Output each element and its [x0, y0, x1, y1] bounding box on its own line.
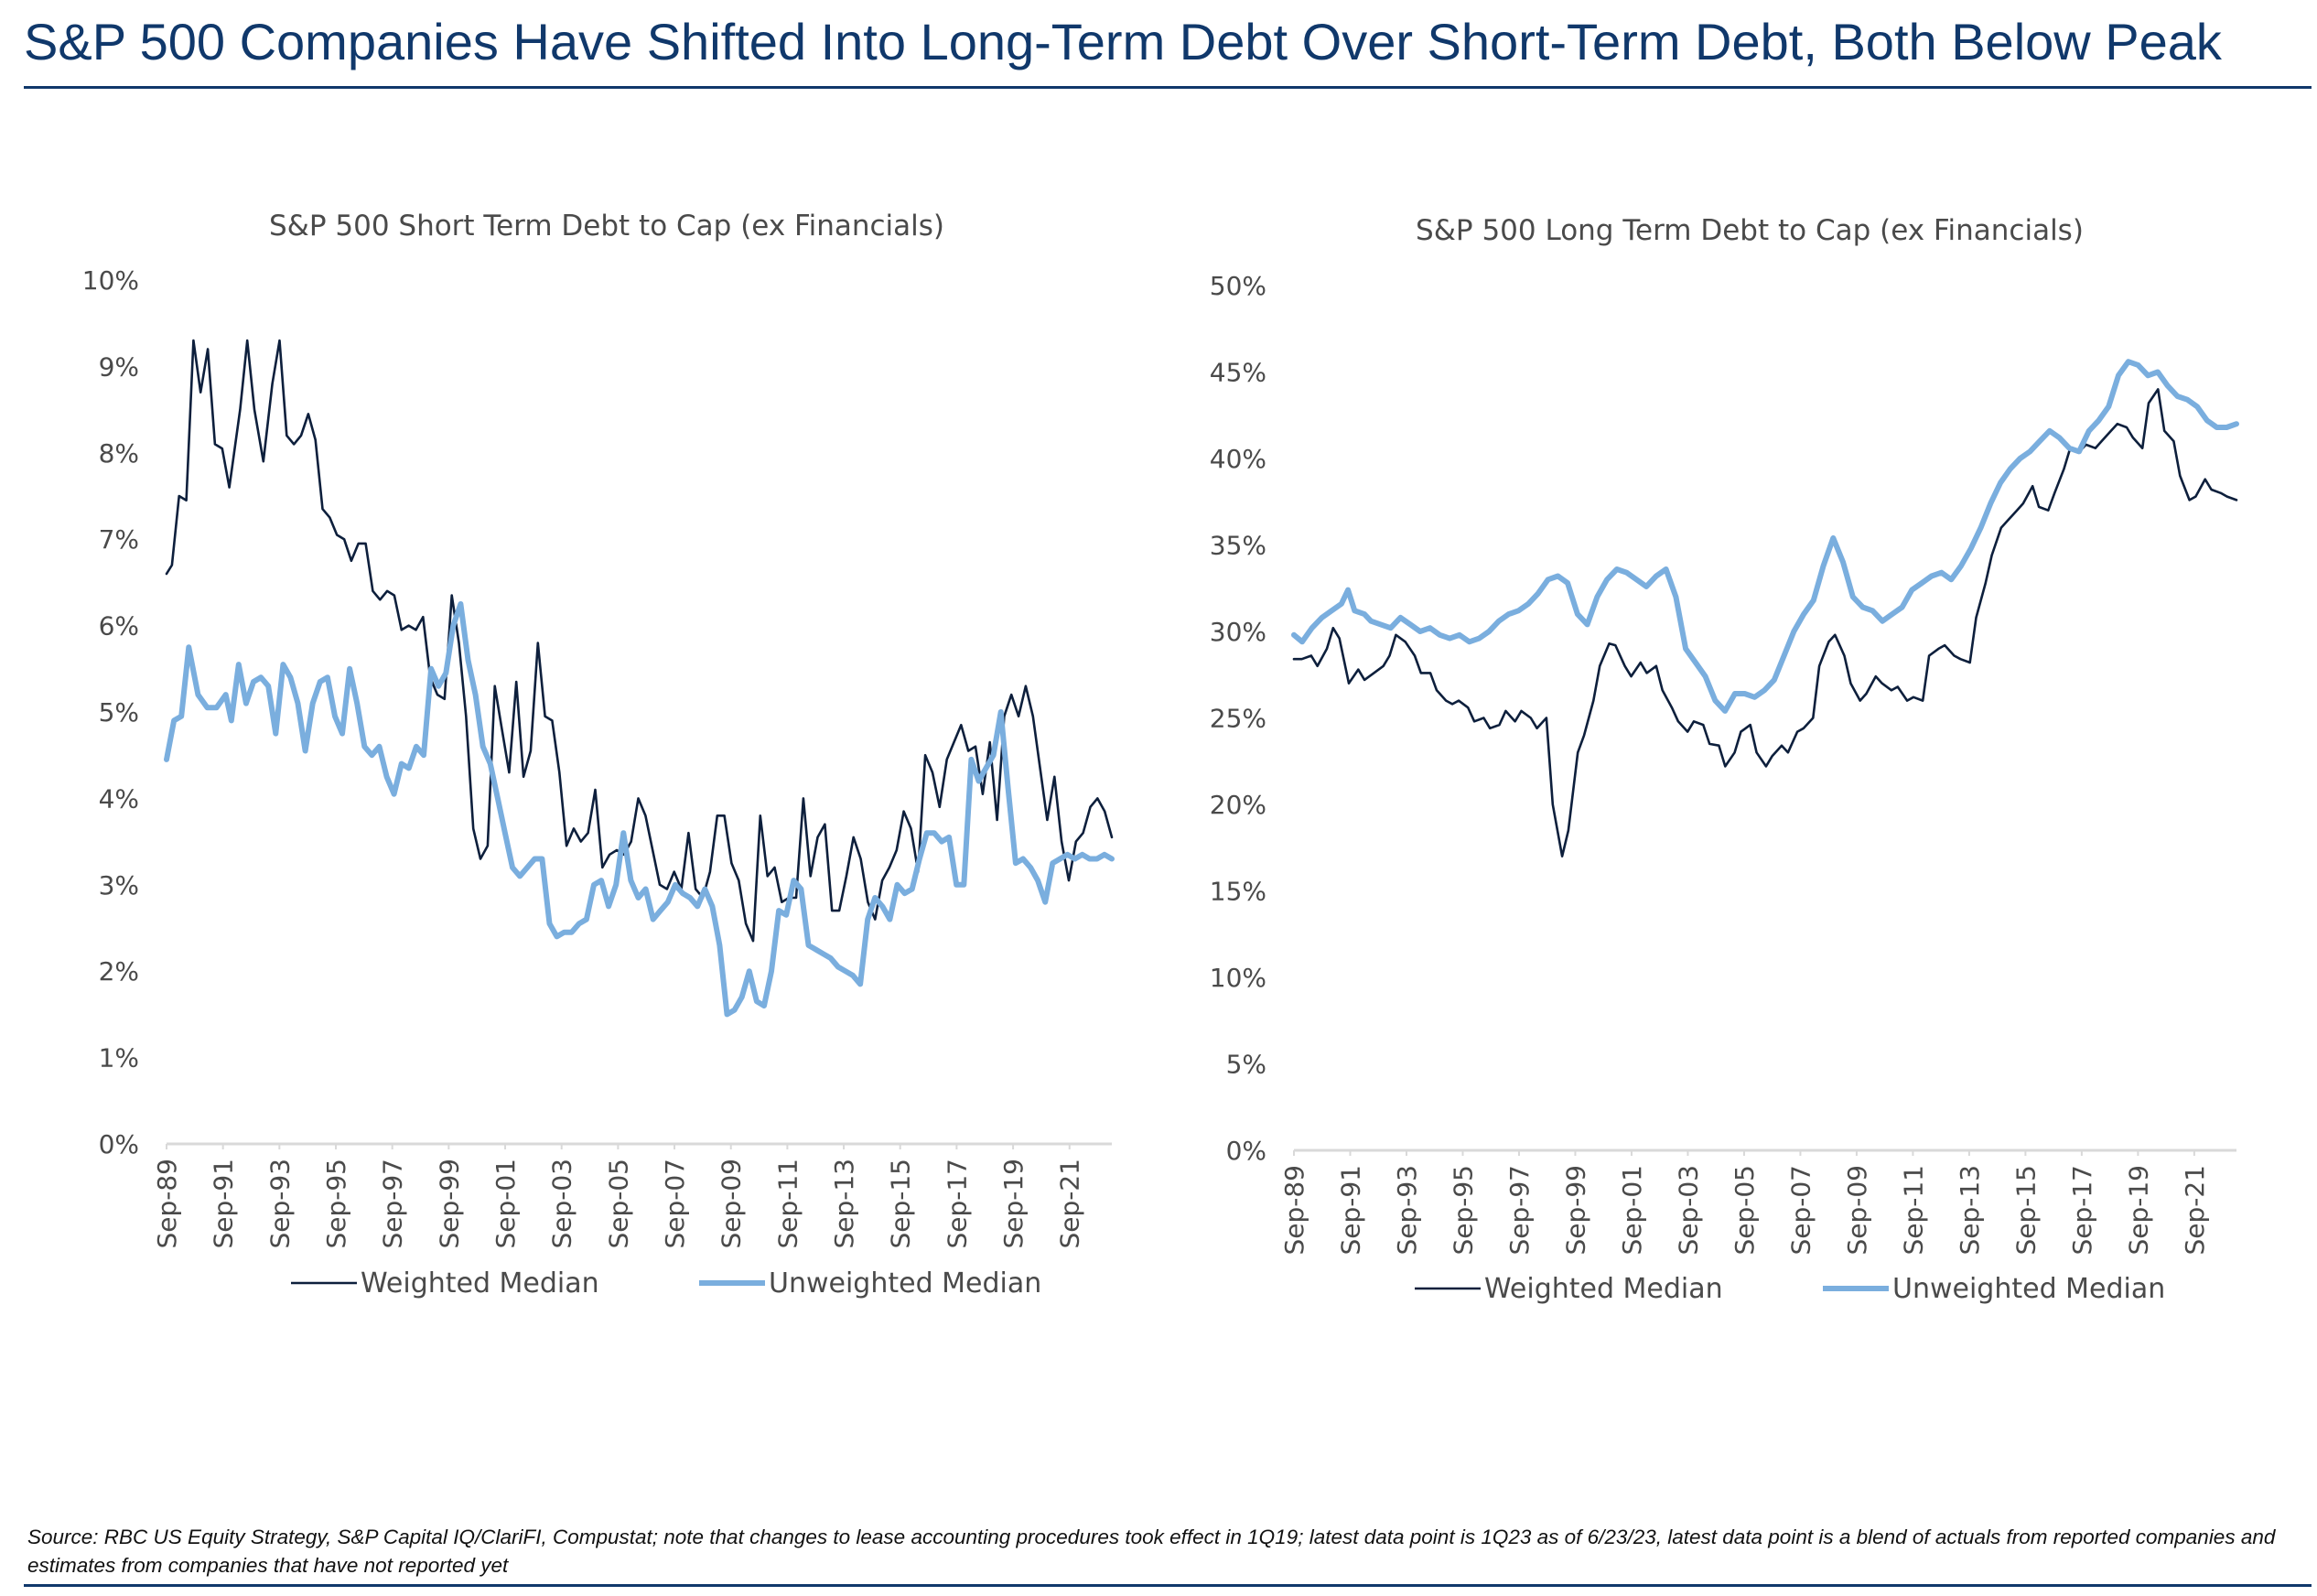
- x-tick-label: Sep-93: [264, 1159, 295, 1249]
- x-tick-label: Sep-11: [1898, 1165, 1928, 1256]
- slide-title: S&P 500 Companies Have Shifted Into Long…: [24, 13, 2222, 70]
- chart-title: S&P 500 Short Term Debt to Cap (ex Finan…: [269, 210, 944, 243]
- x-tick-label: Sep-21: [2180, 1165, 2210, 1256]
- x-tick-label: Sep-95: [321, 1159, 351, 1249]
- y-tick-label: 6%: [99, 611, 139, 642]
- legend-label: Unweighted Median: [769, 1267, 1041, 1299]
- x-tick-label: Sep-21: [1055, 1159, 1085, 1249]
- x-tick-label: Sep-95: [1448, 1165, 1478, 1256]
- x-tick-label: Sep-91: [209, 1159, 239, 1249]
- x-tick-label: Sep-03: [1673, 1165, 1703, 1256]
- y-tick-label: 30%: [1210, 617, 1266, 647]
- x-tick-label: Sep-05: [603, 1159, 633, 1249]
- x-tick-label: Sep-89: [152, 1159, 182, 1249]
- x-tick-label: Sep-93: [1392, 1165, 1422, 1256]
- long-term-debt-chart: S&P 500 Long Term Debt to Cap (ex Financ…: [1210, 214, 2239, 1305]
- y-tick-label: 0%: [99, 1129, 139, 1159]
- x-tick-label: Sep-19: [2123, 1165, 2153, 1256]
- x-tick-label: Sep-89: [1279, 1165, 1309, 1256]
- footer-divider: [24, 1584, 2312, 1587]
- y-tick-label: 8%: [99, 438, 139, 469]
- series-line-weighted: [1292, 388, 2238, 857]
- y-tick-label: 50%: [1210, 271, 1266, 301]
- x-tick-label: Sep-13: [1955, 1165, 1985, 1256]
- x-tick-label: Sep-99: [1560, 1165, 1590, 1256]
- x-tick-label: Sep-03: [547, 1159, 577, 1249]
- y-tick-label: 45%: [1210, 358, 1266, 388]
- x-tick-label: Sep-97: [1504, 1165, 1535, 1256]
- x-tick-label: Sep-17: [942, 1159, 972, 1249]
- x-tick-label: Sep-97: [378, 1159, 408, 1249]
- x-tick-label: Sep-09: [717, 1159, 747, 1249]
- y-tick-label: 5%: [1226, 1050, 1266, 1080]
- legend-label: Unweighted Median: [1892, 1273, 2165, 1305]
- x-tick-label: Sep-01: [1617, 1165, 1647, 1256]
- y-tick-label: 40%: [1210, 444, 1266, 474]
- x-tick-label: Sep-05: [1730, 1165, 1760, 1256]
- x-tick-label: Sep-09: [1842, 1165, 1872, 1256]
- x-tick-label: Sep-15: [2010, 1165, 2041, 1256]
- series-line-weighted: [165, 339, 1114, 943]
- y-tick-label: 5%: [99, 697, 139, 728]
- legend-label: Weighted Median: [361, 1267, 599, 1299]
- y-tick-label: 20%: [1210, 790, 1266, 820]
- y-tick-label: 10%: [82, 265, 139, 296]
- y-tick-label: 0%: [1226, 1136, 1266, 1166]
- y-tick-label: 4%: [99, 783, 139, 814]
- y-tick-label: 35%: [1210, 531, 1266, 561]
- x-tick-label: Sep-19: [998, 1159, 1029, 1249]
- source-note: Source: RBC US Equity Strategy, S&P Capi…: [27, 1526, 2276, 1577]
- x-tick-label: Sep-17: [2067, 1165, 2097, 1256]
- x-tick-label: Sep-07: [660, 1159, 690, 1249]
- x-tick-label: Sep-91: [1335, 1165, 1365, 1256]
- x-tick-label: Sep-13: [829, 1159, 859, 1249]
- short-term-debt-chart: S&P 500 Short Term Debt to Cap (ex Finan…: [82, 210, 1115, 1299]
- series-line-unweighted: [164, 601, 1115, 1018]
- y-tick-label: 2%: [99, 956, 139, 987]
- x-tick-label: Sep-07: [1785, 1165, 1816, 1256]
- y-tick-label: 15%: [1210, 877, 1266, 907]
- x-tick-label: Sep-15: [886, 1159, 916, 1249]
- legend-label: Weighted Median: [1484, 1273, 1723, 1305]
- y-tick-label: 3%: [99, 870, 139, 900]
- x-tick-label: Sep-99: [434, 1159, 464, 1249]
- y-tick-label: 9%: [99, 351, 139, 382]
- chart-title: S&P 500 Long Term Debt to Cap (ex Financ…: [1416, 214, 2084, 247]
- x-tick-label: Sep-11: [772, 1159, 803, 1249]
- y-tick-label: 25%: [1210, 704, 1266, 734]
- y-tick-label: 10%: [1210, 963, 1266, 993]
- series-line-unweighted: [1291, 359, 2239, 714]
- x-tick-label: Sep-01: [490, 1159, 521, 1249]
- y-tick-label: 7%: [99, 524, 139, 555]
- title-divider: [24, 86, 2312, 89]
- y-tick-label: 1%: [99, 1043, 139, 1073]
